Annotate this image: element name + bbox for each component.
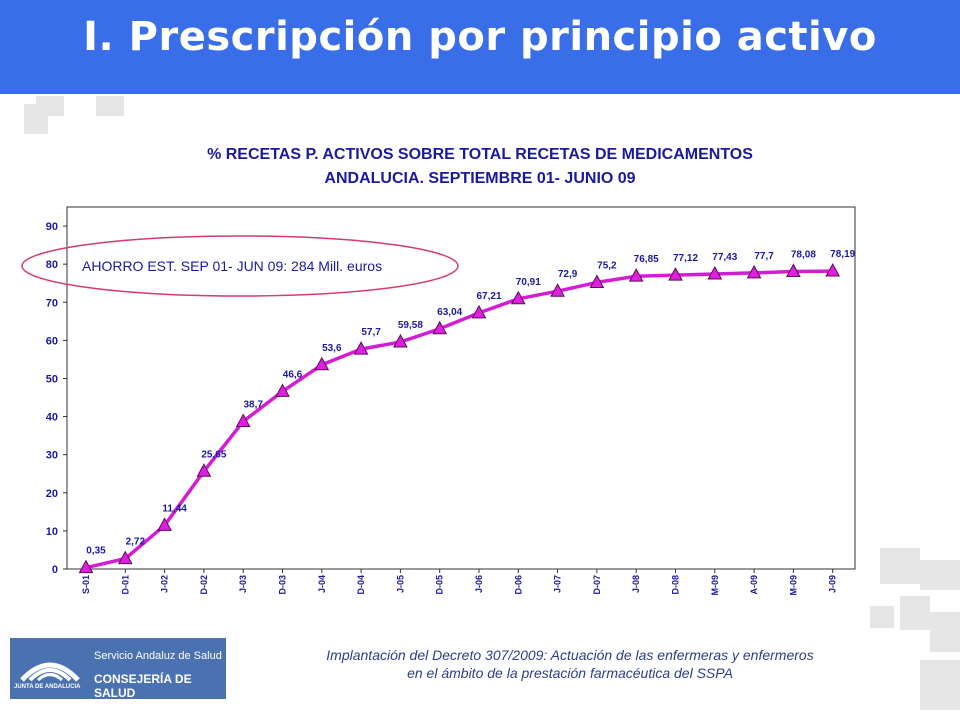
x-tick-label: J-04 [317, 575, 327, 593]
y-tick-label: 0 [52, 564, 58, 576]
x-tick-label: J-07 [553, 575, 563, 593]
decorative-square [96, 96, 124, 116]
data-point-marker [117, 550, 133, 565]
data-label: 46,6 [283, 369, 303, 380]
data-point-marker [668, 267, 683, 281]
organization-logo: JUNTA DE ANDALUCIA Servicio Andaluz de S… [10, 638, 226, 700]
footer-caption: Implantación del Decreto 307/2009: Actua… [240, 646, 900, 682]
annotation-ellipse [21, 235, 459, 297]
data-point-marker [589, 274, 605, 288]
data-label: 78,19 [830, 249, 855, 260]
y-tick-label: 80 [46, 259, 58, 271]
logo-region-label: JUNTA DE ANDALUCIA [14, 684, 81, 690]
data-label: 2,72 [126, 537, 146, 548]
data-point-marker [432, 320, 448, 335]
data-label: 67,21 [476, 291, 501, 302]
plot-area [66, 206, 856, 570]
x-tick-label: D-01 [120, 575, 130, 595]
decorative-square [920, 560, 960, 590]
x-tick-label: D-06 [513, 575, 523, 595]
data-point-marker [235, 413, 251, 428]
y-tick-label: 70 [46, 297, 58, 309]
x-tick-label: J-05 [395, 575, 405, 593]
chart-subtitle: ANDALUCIA. SEPTIEMBRE 01- JUNIO 09 [324, 170, 636, 187]
x-tick-label: M-09 [788, 575, 798, 596]
data-label: 70,91 [516, 277, 541, 288]
x-tick-label: M-09 [710, 575, 720, 596]
data-point-marker [353, 341, 369, 355]
data-point-marker [550, 283, 565, 297]
y-tick-label: 50 [46, 373, 58, 385]
x-tick-label: J-03 [238, 575, 248, 593]
decorative-square [900, 596, 930, 630]
data-point-marker [510, 290, 526, 305]
x-tick-label: S-01 [81, 575, 91, 594]
data-label: 59,58 [398, 320, 423, 331]
y-tick-label: 20 [46, 488, 58, 500]
y-tick-label: 90 [46, 221, 58, 233]
data-label: 77,43 [712, 252, 737, 263]
data-point-marker [746, 264, 762, 279]
x-tick-label: J-09 [828, 575, 838, 593]
data-point-marker [786, 263, 801, 277]
data-point-marker [157, 517, 172, 531]
decorative-square [920, 660, 960, 710]
x-tick-label: D-07 [592, 575, 602, 595]
data-point-marker [196, 463, 212, 477]
data-label: 53,6 [322, 343, 342, 354]
data-label: 38,7 [243, 400, 263, 411]
x-tick-label: J-06 [474, 575, 484, 593]
data-label: 72,9 [558, 269, 578, 280]
data-label: 76,85 [634, 254, 659, 265]
data-label: 57,7 [361, 327, 381, 338]
data-label: 0,35 [86, 546, 106, 557]
x-tick-label: D-05 [435, 575, 445, 595]
page-title: I. Prescripción por principio activo [83, 14, 877, 60]
y-tick-label: 30 [46, 450, 58, 462]
data-label: 25,65 [201, 449, 226, 460]
data-label: 63,04 [437, 307, 462, 318]
y-tick-label: 10 [46, 526, 58, 538]
junta-andalucia-emblem-icon [20, 662, 80, 682]
data-point-marker [275, 383, 290, 397]
decorative-square [880, 548, 920, 584]
x-tick-label: J-02 [160, 575, 170, 593]
x-tick-label: D-02 [199, 575, 209, 595]
data-label: 75,2 [597, 260, 617, 271]
series-line [85, 269, 833, 570]
x-tick-label: D-04 [356, 575, 366, 595]
footer-caption-line-2: en el ámbito de la prestación farmacéuti… [407, 665, 733, 681]
data-point-marker [707, 265, 723, 280]
title-bar: I. Prescripción por principio activo [0, 0, 960, 94]
data-point-marker [825, 263, 841, 277]
data-point-marker [471, 304, 487, 319]
data-label: 78,08 [791, 249, 816, 260]
decorative-square [870, 606, 894, 628]
data-label: 77,12 [673, 253, 698, 264]
x-tick-label: D-03 [278, 575, 288, 595]
y-tick-label: 60 [46, 335, 58, 347]
x-tick-label: D-08 [671, 575, 681, 595]
data-point-marker [628, 268, 644, 282]
data-point-marker [78, 559, 94, 574]
data-point-marker [393, 333, 408, 348]
logo-department-label: CONSEJERÍA DE SALUD [94, 672, 192, 700]
decorative-square [930, 612, 960, 652]
data-label: 77,7 [754, 251, 774, 262]
data-label: 11,44 [162, 503, 187, 514]
x-tick-label: A-09 [749, 575, 759, 595]
y-tick-label: 40 [46, 412, 58, 424]
logo-service-label: Servicio Andaluz de Salud [94, 650, 222, 662]
decorative-square [24, 104, 48, 134]
footer-caption-line-1: Implantación del Decreto 307/2009: Actua… [326, 647, 814, 663]
data-point-marker [314, 356, 330, 371]
annotation-text: AHORRO EST. SEP 01- JUN 09: 284 Mill. eu… [82, 258, 382, 274]
chart-title: % RECETAS P. ACTIVOS SOBRE TOTAL RECETAS… [207, 146, 753, 163]
x-tick-label: J-08 [631, 575, 641, 593]
